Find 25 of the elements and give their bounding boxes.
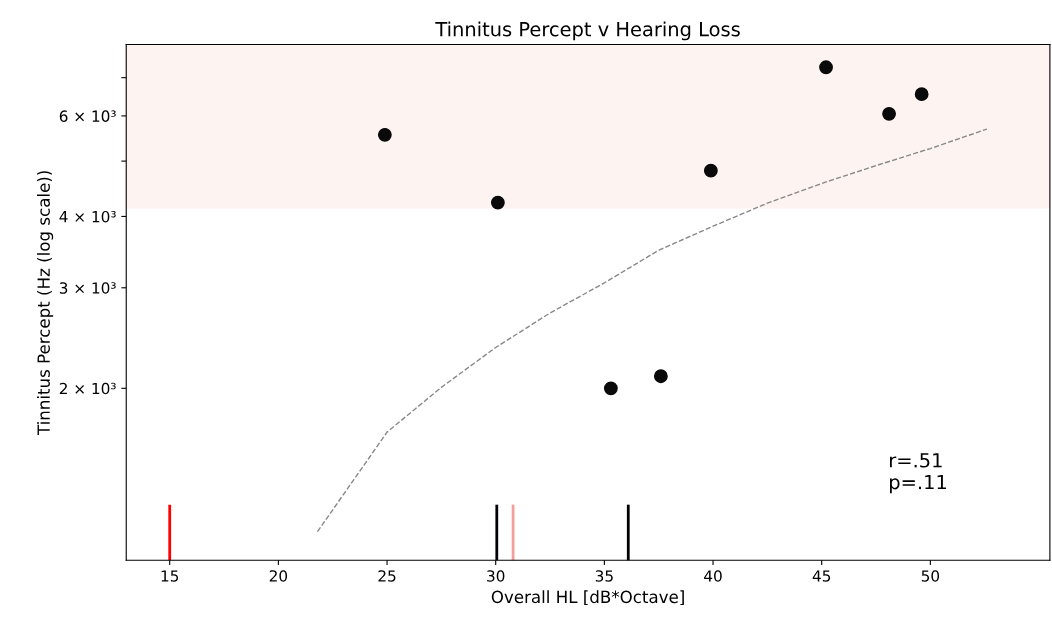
y-axis-title: Tinnitus Percept (Hz (log scale)) bbox=[37, 171, 54, 436]
y-tick-label: 6 × 10³ bbox=[59, 110, 116, 122]
point bbox=[703, 163, 718, 178]
chart-title: Tinnitus Percept v Hearing Loss bbox=[435, 21, 740, 41]
point bbox=[603, 381, 618, 396]
x-tick-label: 35 bbox=[595, 570, 613, 582]
x-axis-title: Overall HL [dB*Octave] bbox=[491, 590, 684, 606]
x-tick-label: 25 bbox=[378, 570, 396, 582]
y-tick-label: 3 × 10³ bbox=[59, 282, 116, 294]
x-tick-label: 45 bbox=[812, 570, 831, 582]
x-tick-label: 15 bbox=[161, 570, 179, 582]
annotation: r=.51 p=.11 bbox=[890, 453, 947, 494]
point bbox=[819, 60, 833, 75]
x-tick-label: 40 bbox=[704, 570, 722, 582]
point bbox=[377, 127, 392, 142]
x-tick-label: 20 bbox=[269, 570, 288, 582]
line-series bbox=[316, 128, 988, 533]
x-tick-label: 30 bbox=[487, 570, 505, 582]
y-tick-label: 2 × 10³ bbox=[59, 382, 116, 395]
x-tick-label: 50 bbox=[921, 570, 940, 582]
point bbox=[653, 369, 668, 384]
point bbox=[882, 106, 896, 121]
point bbox=[914, 87, 929, 102]
y-tick-label: 4 × 10³ bbox=[59, 210, 116, 223]
point bbox=[490, 195, 505, 210]
